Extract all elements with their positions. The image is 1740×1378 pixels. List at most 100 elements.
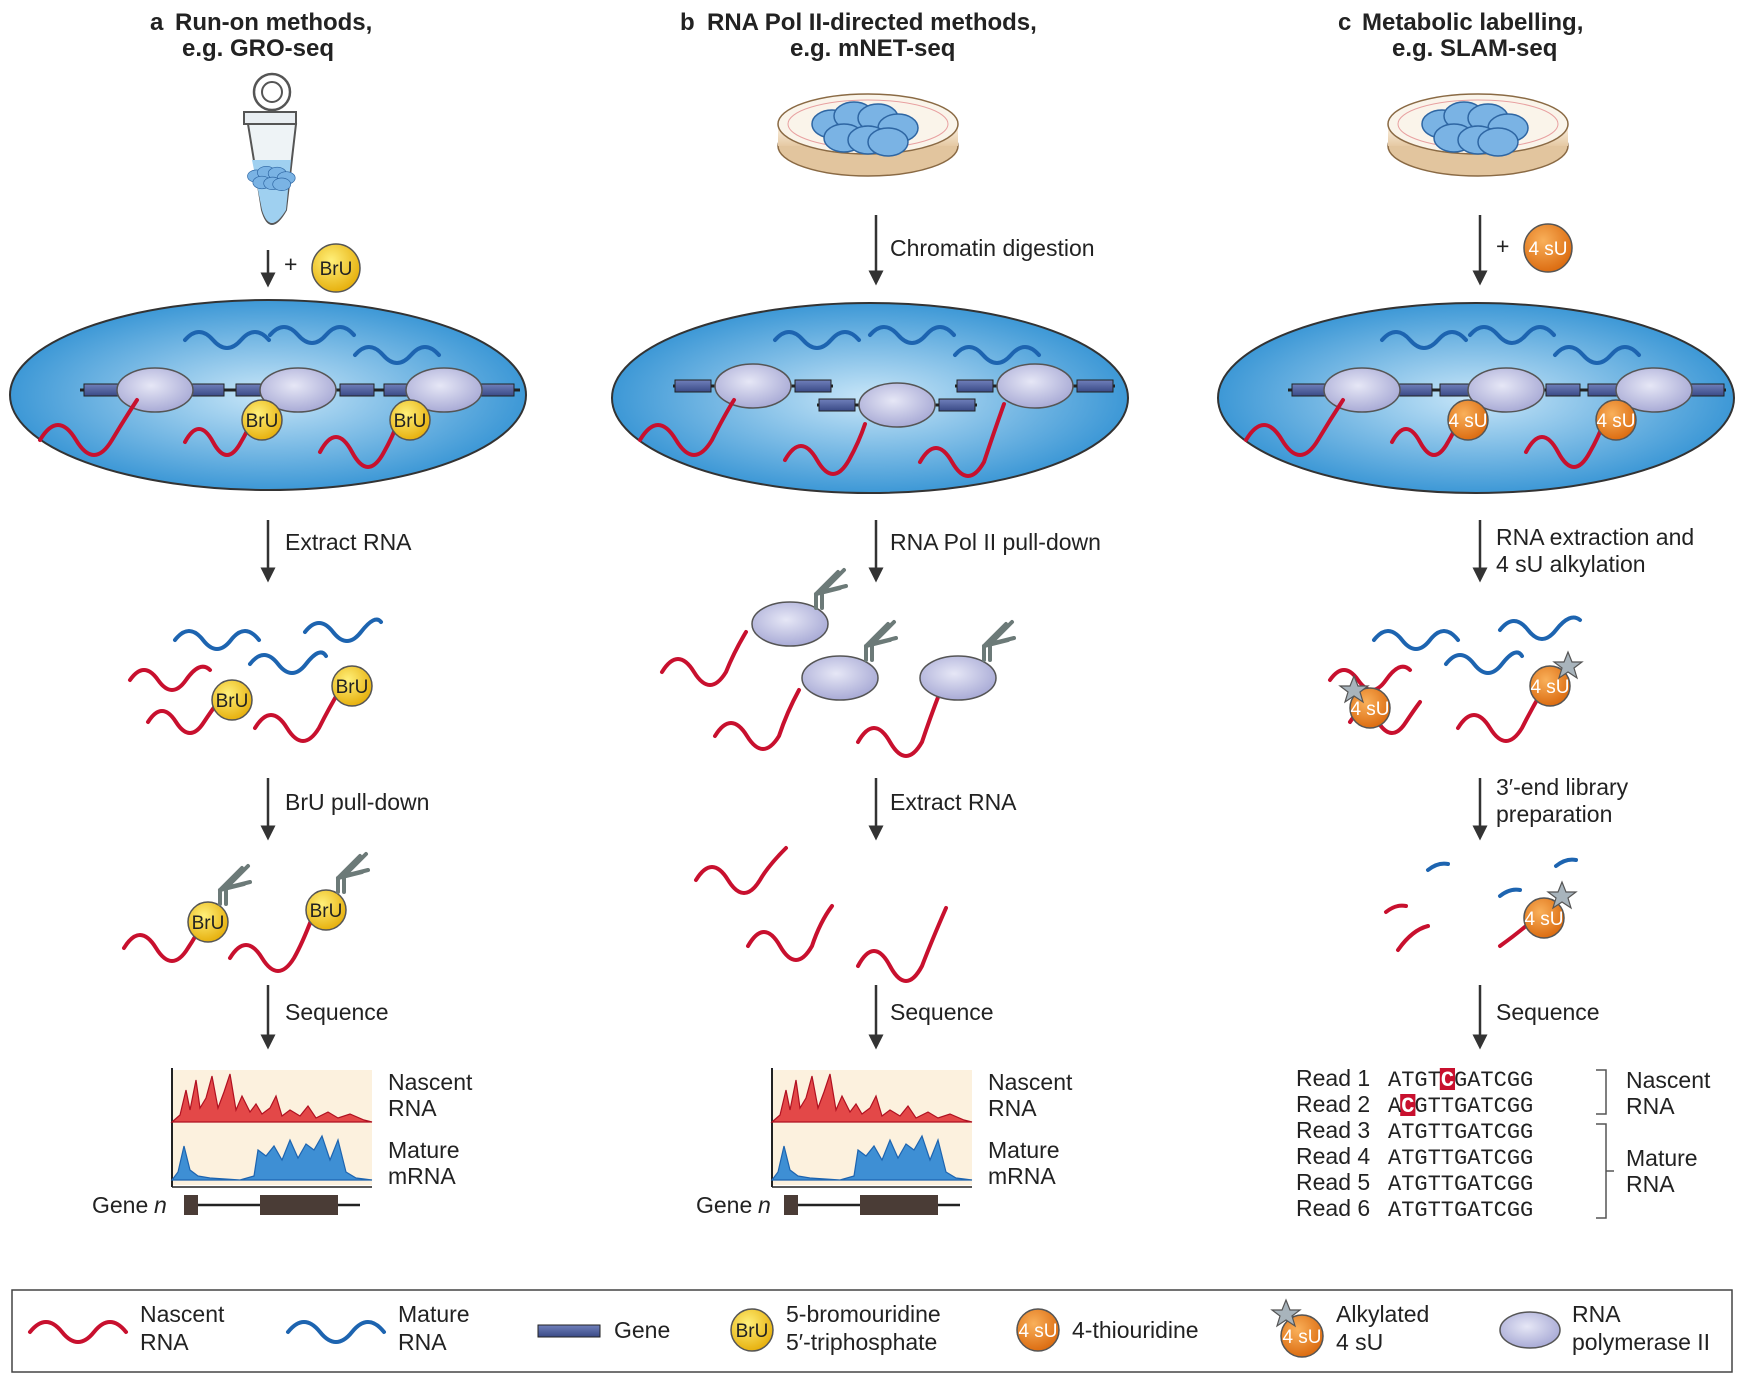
track-label-mature-b: Mature <box>988 1137 1060 1163</box>
mutation-highlight <box>1400 1094 1416 1116</box>
legend-gene-label: Gene <box>614 1317 670 1343</box>
nucleus-a: BrU BrU <box>9 299 527 491</box>
legend-mature-label-2: RNA <box>398 1329 447 1355</box>
panel-c-title: c Metabolic labelling, e.g. SLAM-seq <box>1338 9 1583 62</box>
culture-dish-b <box>777 93 959 177</box>
step-library-line1: 3′-end library <box>1496 774 1629 800</box>
reads-group-mature-line2: RNA <box>1626 1171 1675 1197</box>
legend-alkylated-swatch <box>1280 1314 1324 1358</box>
eppendorf-tube-icon <box>243 72 298 225</box>
svg-text:4 sU: 4 sU <box>1596 411 1635 432</box>
read-label: Read 4 <box>1296 1143 1370 1169</box>
nucleus-c: 4 sU 4 sU <box>1217 302 1735 494</box>
legend-nascent-label: Nascent <box>140 1301 225 1327</box>
svg-text:4 sU: 4 sU <box>1530 677 1569 698</box>
svg-text:BrU: BrU <box>320 259 353 280</box>
panel-a-letter: a <box>150 9 164 36</box>
track-label-rna-b: RNA <box>988 1095 1037 1121</box>
pol-pulldown-b <box>660 568 1016 758</box>
extracted-rna-b <box>694 846 948 983</box>
panel-c-title-line1: Metabolic labelling, <box>1362 9 1583 36</box>
step-sequence-c: Sequence <box>1496 999 1600 1025</box>
panel-b-title: b RNA Pol II-directed methods, e.g. mNET… <box>680 9 1037 62</box>
step-rna-extraction-line1: RNA extraction and <box>1496 524 1694 550</box>
svg-text:Gene: Gene <box>696 1192 752 1218</box>
read-sequence: ATGTTGATCGG <box>1388 1172 1533 1197</box>
legend-bru-swatch <box>730 1308 774 1352</box>
legend-alkylated-label: Alkylated <box>1336 1301 1429 1327</box>
svg-text:4 sU: 4 sU <box>1350 699 1389 720</box>
svg-text:4 sU: 4 sU <box>1282 1327 1321 1348</box>
sequencing-reads: Read 1 ATGTCGATCGG Read 2 ACGTTGATCGG Read 3… <box>1296 1065 1533 1223</box>
legend-bru-label: 5-bromouridine <box>786 1301 941 1327</box>
legend-4su-swatch <box>1016 1308 1060 1352</box>
panel-c-letter: c <box>1338 9 1351 36</box>
legend-nascent-label-2: RNA <box>140 1329 189 1355</box>
panel-c-title-line2: e.g. SLAM-seq <box>1392 35 1557 62</box>
track-label-mrna-b: mRNA <box>988 1163 1056 1189</box>
svg-text:4 sU: 4 sU <box>1524 909 1563 930</box>
legend-bru-label-2: 5′-triphosphate <box>786 1329 937 1355</box>
svg-text:BrU: BrU <box>310 901 343 922</box>
track-label-nascent-b: Nascent <box>988 1069 1073 1095</box>
step-sequence-b: Sequence <box>890 999 994 1025</box>
library-fragments-c: 4 sU <box>1384 857 1578 952</box>
step-library-line2: preparation <box>1496 801 1612 827</box>
legend-alkylated-label-2: 4 sU <box>1336 1329 1383 1355</box>
read-label: Read 1 <box>1296 1065 1370 1091</box>
panel-a-title: a Run-on methods, e.g. GRO-seq <box>150 9 372 62</box>
read-sequence: ATGTTGATCGG <box>1388 1198 1533 1223</box>
legend-pol-label-2: polymerase II <box>1572 1329 1710 1355</box>
panel-a-title-line1: Run-on methods, <box>175 9 372 36</box>
bru-badge-a-step1: BrU <box>311 243 361 293</box>
svg-text:BrU: BrU <box>336 677 369 698</box>
legend-nascent-swatch <box>28 1320 128 1344</box>
4su-badge-c-step1: 4 sU <box>1523 223 1573 273</box>
mutation-highlight <box>1439 1068 1455 1090</box>
gene-model-a: Gene n <box>92 1192 360 1218</box>
svg-text:Gene: Gene <box>92 1192 148 1218</box>
panel-b-title-line2: e.g. mNET-seq <box>790 35 955 62</box>
reads-group-nascent-line2: RNA <box>1626 1093 1675 1119</box>
read-label: Read 5 <box>1296 1169 1370 1195</box>
svg-text:BrU: BrU <box>216 691 249 712</box>
step-chromatin-digestion: Chromatin digestion <box>890 235 1095 261</box>
track-label-nascent-a: Nascent <box>388 1069 473 1095</box>
extracted-rna-a: BrU BrU <box>128 617 383 743</box>
panel-b-title-line1: RNA Pol II-directed methods, <box>707 9 1037 36</box>
step-bru-pulldown: BrU pull-down <box>285 789 429 815</box>
read-brackets <box>1596 1069 1614 1219</box>
step-pol-pulldown: RNA Pol II pull-down <box>890 529 1101 555</box>
read-label: Read 2 <box>1296 1091 1370 1117</box>
reads-group-mature-line1: Mature <box>1626 1145 1698 1171</box>
track-label-mature-a: Mature <box>388 1137 460 1163</box>
read-sequence: ATGTCGATCGG <box>1388 1068 1533 1093</box>
legend-4su-label: 4-thiouridine <box>1072 1317 1199 1343</box>
read-sequence: ACGTTGATCGG <box>1388 1094 1533 1119</box>
gene-model-b: Gene n <box>696 1192 960 1218</box>
legend-pol-swatch <box>1499 1311 1561 1349</box>
nucleus-b <box>611 302 1129 494</box>
extracted-rna-c: 4 sU 4 sU <box>1328 615 1583 743</box>
panel-a-title-line2: e.g. GRO-seq <box>182 35 334 62</box>
legend-gene-swatch <box>537 1324 601 1338</box>
svg-text:n: n <box>758 1192 771 1218</box>
step-extract-rna-b: Extract RNA <box>890 789 1017 815</box>
legend-mature-swatch <box>286 1320 386 1344</box>
svg-text:BrU: BrU <box>246 411 279 432</box>
legend: Nascent RNA Mature RNA Gene BrU 5-bromou… <box>11 1289 1733 1373</box>
read-label: Read 3 <box>1296 1117 1370 1143</box>
legend-pol-label: RNA <box>1572 1301 1621 1327</box>
sequencing-tracks-a <box>170 1068 373 1188</box>
read-sequence: ATGTTGATCGG <box>1388 1120 1533 1145</box>
step-rna-extraction-line2: 4 sU alkylation <box>1496 551 1646 577</box>
svg-text:n: n <box>154 1192 167 1218</box>
svg-text:BrU: BrU <box>192 913 225 934</box>
plus-sign-a: + <box>284 251 297 277</box>
track-label-mrna-a: mRNA <box>388 1163 456 1189</box>
step-sequence-a: Sequence <box>285 999 389 1025</box>
svg-text:4 sU: 4 sU <box>1448 411 1487 432</box>
reads-group-nascent-line1: Nascent <box>1626 1067 1711 1093</box>
svg-text:4 sU: 4 sU <box>1018 1321 1057 1342</box>
